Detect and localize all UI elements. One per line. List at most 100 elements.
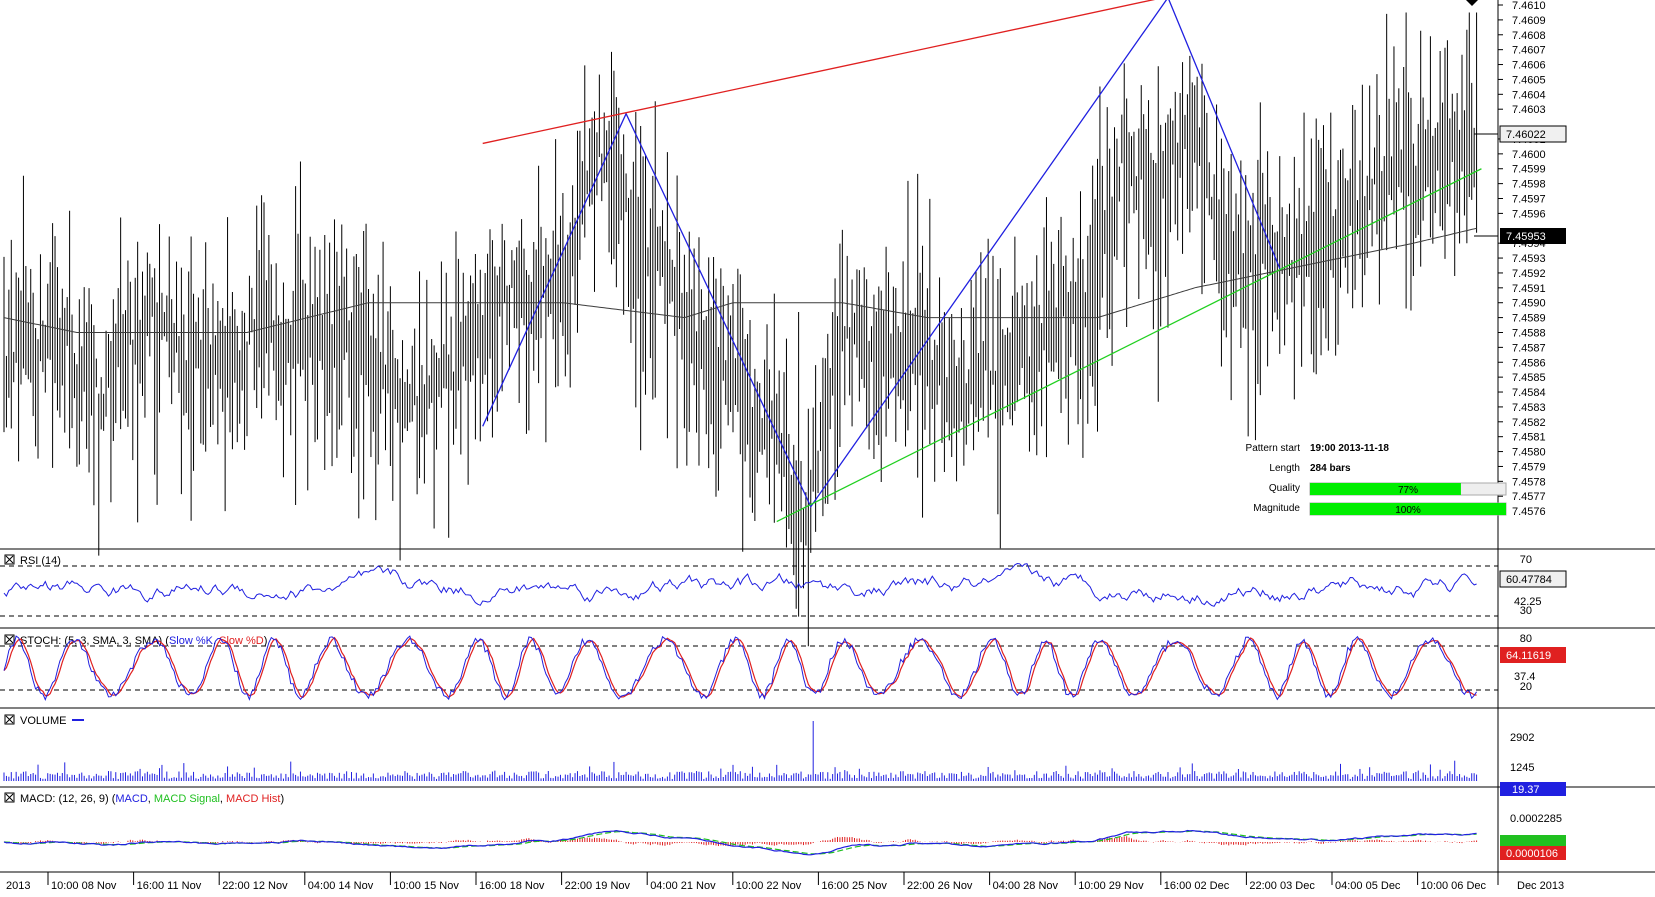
stoch-d-line — [3, 636, 1477, 699]
rsi-line — [3, 562, 1477, 607]
stoch-k-line — [3, 635, 1478, 701]
ma-line — [3, 227, 1477, 333]
resistance-line — [482, 0, 1156, 145]
x-tick-label: 04:00 05 Dec — [1335, 880, 1401, 892]
pattern-length-value: 284 bars — [1310, 463, 1351, 474]
stoch-last-value: 64.11619 — [1506, 650, 1551, 662]
rsi-level-lo: 30 — [1520, 605, 1532, 617]
x-tick-label: 16:00 02 Dec — [1164, 880, 1230, 892]
volume-last-value: 19.37 — [1512, 784, 1540, 796]
pattern-magnitude-label: Magnitude — [1253, 503, 1300, 514]
zigzag-line — [482, 0, 1281, 508]
stoch-level-hi: 80 — [1520, 633, 1532, 645]
macd-tick-hi: 0.0002285 — [1510, 813, 1562, 825]
macd-panel: MACD: (12, 26, 9) (MACD, MACD Signal, MA… — [3, 792, 1566, 860]
x-tick-label: 04:00 14 Nov — [308, 880, 374, 892]
y-tick-label: 7.4583 — [1512, 402, 1546, 414]
pattern-info: Pattern start 19:00 2013-11-18 Length 28… — [1246, 443, 1507, 516]
y-tick-label: 7.4587 — [1512, 342, 1546, 354]
y-tick-label: 7.4598 — [1512, 179, 1546, 191]
y-tick-label: 7.4605 — [1512, 74, 1546, 86]
y-tick-label: 7.4590 — [1512, 298, 1546, 310]
price-bars — [3, 12, 1478, 647]
pattern-start-value: 19:00 2013-11-18 — [1310, 443, 1389, 454]
x-tick-label: 22:00 03 Dec — [1249, 880, 1315, 892]
scroll-marker-icon[interactable] — [1466, 0, 1478, 6]
y-tick-label: 7.4580 — [1512, 447, 1546, 459]
support-line — [776, 168, 1482, 523]
x-tick-label: 10:00 15 Nov — [393, 880, 459, 892]
stoch-d-label: Slow %D — [219, 635, 264, 647]
pattern-magnitude-value: 100% — [1395, 505, 1421, 516]
y-tick-label: 7.4608 — [1512, 30, 1546, 42]
volume-bars — [3, 721, 1478, 781]
y-tick-label: 7.4610 — [1512, 0, 1546, 12]
x-tick-label: 10:00 08 Nov — [51, 880, 117, 892]
macd-title: MACD: (12, 26, 9) — [20, 793, 109, 805]
price-panel — [3, 0, 1482, 647]
ma-price-value: 7.45953 — [1506, 231, 1546, 243]
x-tick-label: 04:00 21 Nov — [650, 880, 716, 892]
volume-title: VOLUME — [20, 715, 66, 727]
macd-label: MACD — [115, 793, 147, 805]
moving-average — [3, 227, 1477, 333]
y-tick-label: 7.4588 — [1512, 327, 1546, 339]
y-tick-label: 7.4596 — [1512, 208, 1546, 220]
y-tick-label: 7.4591 — [1512, 283, 1546, 295]
y-tick-label: 7.4600 — [1512, 149, 1546, 161]
y-tick-label: 7.4606 — [1512, 60, 1546, 72]
x-tick-label: 10:00 06 Dec — [1421, 880, 1487, 892]
pattern-length-label: Length — [1269, 463, 1300, 474]
y-tick-label: 7.4577 — [1512, 491, 1546, 503]
rsi-level-hi: 70 — [1520, 554, 1532, 566]
rsi-panel: RSI (14) 70 30 60.47784 42.25 — [0, 554, 1567, 617]
rsi-last-value: 60.47784 — [1506, 574, 1552, 586]
x-tick-label: 10:00 29 Nov — [1078, 880, 1144, 892]
y-tick-label: 7.4604 — [1512, 89, 1546, 101]
x-tick-label: 16:00 25 Nov — [821, 880, 887, 892]
y-tick-label: 7.4597 — [1512, 194, 1546, 206]
y-tick-label: 7.4576 — [1512, 506, 1546, 518]
x-tick-label: 16:00 18 Nov — [479, 880, 545, 892]
stoch-panel: STOCH: (5, 3, SMA, 3, SMA) (Slow %K, Slo… — [0, 633, 1566, 701]
svg-text:STOCH: (5, 3, SMA, 3, SMA) (Sl: STOCH: (5, 3, SMA, 3, SMA) (Slow %K, Slo… — [20, 635, 267, 647]
x-tick-label: 2013 — [6, 880, 30, 892]
y-tick-label: 7.4581 — [1512, 432, 1546, 444]
y-tick-label: 7.4607 — [1512, 45, 1546, 57]
y-tick-label: 7.4609 — [1512, 15, 1546, 27]
magnitude-bar — [1310, 503, 1506, 515]
x-tick-label: 16:00 11 Nov — [137, 880, 202, 892]
rsi-title: RSI (14) — [20, 555, 61, 567]
macd-last-value: 0.0000106 — [1506, 848, 1558, 860]
current-price-value: 7.46022 — [1506, 129, 1546, 141]
y-tick-label: 7.4593 — [1512, 253, 1546, 265]
stoch-k-label: Slow %K — [169, 635, 214, 647]
pattern-quality-label: Quality — [1269, 483, 1300, 494]
y-tick-label: 7.4579 — [1512, 461, 1546, 473]
x-tick-label: 22:00 12 Nov — [222, 880, 288, 892]
quality-bar — [1310, 483, 1461, 495]
macd-histogram — [3, 836, 1478, 847]
pattern-quality-value: 77% — [1398, 485, 1418, 496]
stoch-mid-label: 37.4 — [1514, 671, 1535, 683]
y-tick-label: 7.4599 — [1512, 164, 1546, 176]
macd-line — [3, 829, 1477, 856]
pattern-lines — [482, 0, 1482, 523]
x-tick-label: 22:00 26 Nov — [907, 880, 973, 892]
y-tick-label: 7.4592 — [1512, 268, 1546, 280]
stoch-title: STOCH: (5, 3, SMA, 3, SMA) — [20, 635, 162, 647]
y-tick-label: 7.4603 — [1512, 104, 1546, 116]
ma-price-flag: 7.45953 — [1474, 228, 1566, 244]
pattern-start-label: Pattern start — [1246, 443, 1301, 454]
volume-tick-mid: 1245 — [1510, 762, 1534, 774]
y-tick-label: 7.4589 — [1512, 313, 1546, 325]
x-tick-label: 22:00 19 Nov — [565, 880, 631, 892]
rsi-mid-label: 42.25 — [1514, 596, 1542, 608]
y-tick-label: 7.4582 — [1512, 417, 1546, 429]
y-tick-label: 7.4578 — [1512, 476, 1546, 488]
time-axis: 2013 10:00 08 Nov 16:00 11 Nov 22:00 12 Nov… — [6, 872, 1564, 892]
x-tick-label: 04:00 28 Nov — [993, 880, 1059, 892]
macd-signal-label: MACD Signal — [154, 793, 220, 805]
x-tick-label: 10:00 22 Nov — [736, 880, 802, 892]
